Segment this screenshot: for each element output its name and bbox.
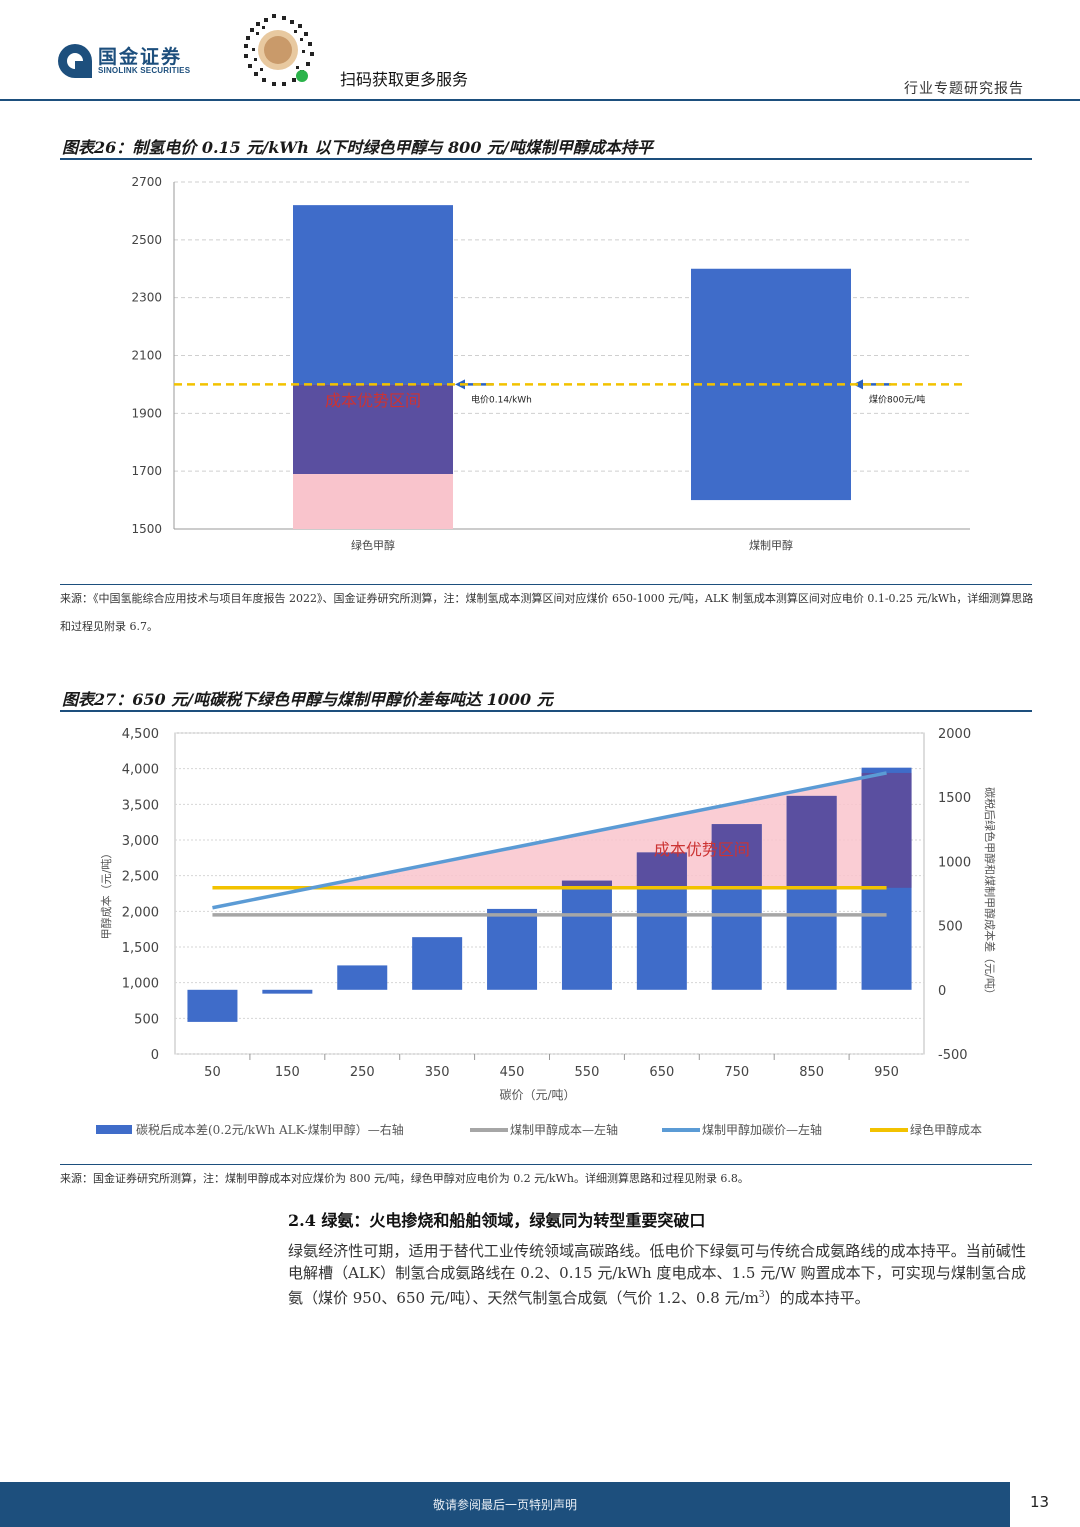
y-tick-label: 1900 bbox=[131, 406, 162, 420]
figure-27-source-rule bbox=[60, 1164, 1032, 1165]
x-axis-title: 碳价（元/吨） bbox=[499, 1088, 575, 1102]
y-right-tick-label: 500 bbox=[938, 920, 963, 935]
page-header: 国金证券 SINOLINK SECURITIES 扫码获取更多服务 行业专题研究… bbox=[0, 0, 1080, 102]
annotation-label: 电价0.14/kWh bbox=[471, 393, 532, 405]
y-tick-label: 2300 bbox=[131, 291, 162, 305]
y-left-tick-label: 1,500 bbox=[122, 941, 159, 956]
scan-prompt: 扫码获取更多服务 bbox=[340, 70, 469, 89]
x-tick-label: 煤制甲醇 bbox=[749, 538, 793, 552]
x-tick-label: 250 bbox=[350, 1065, 375, 1080]
y-tick-label: 2100 bbox=[131, 349, 162, 363]
advantage-zone-label: 成本优势区间 bbox=[325, 391, 421, 410]
y-left-tick-label: 4,500 bbox=[122, 727, 159, 742]
figure-27-title: 图表27：650 元/吨碳税下绿色甲醇与煤制甲醇价差每吨达 1000 元 bbox=[62, 690, 553, 709]
annotation-label: 煤价800元/吨 bbox=[869, 393, 925, 405]
bar-cost-diff bbox=[412, 937, 463, 990]
bar-cost-diff bbox=[262, 989, 313, 994]
x-tick-label: 50 bbox=[204, 1065, 221, 1080]
x-tick-label: 150 bbox=[275, 1065, 300, 1080]
y-tick-label: 2700 bbox=[131, 175, 162, 189]
advantage-zone-band bbox=[293, 474, 453, 529]
y-tick-label: 1500 bbox=[131, 522, 162, 536]
company-logo: 国金证券 SINOLINK SECURITIES bbox=[58, 42, 218, 82]
page-number: 13 bbox=[1030, 1493, 1050, 1511]
y-left-tick-label: 500 bbox=[134, 1012, 159, 1027]
y-right-tick-label: 2000 bbox=[938, 727, 971, 742]
x-tick-label: 450 bbox=[500, 1065, 525, 1080]
bar-green-methanol-upper bbox=[293, 205, 453, 385]
footer-disclaimer-link[interactable]: 敬请参阅最后一页特别声明 bbox=[432, 1498, 577, 1512]
figure-27-title-rule bbox=[60, 710, 1032, 712]
legend-label: 绿色甲醇成本 bbox=[910, 1122, 982, 1137]
bar-green-methanol-overlap bbox=[293, 384, 453, 475]
legend-label: 煤制甲醇成本—左轴 bbox=[510, 1122, 618, 1137]
x-tick-label: 750 bbox=[724, 1065, 749, 1080]
y-right-tick-label: 1500 bbox=[938, 791, 971, 806]
y-left-tick-label: 1,000 bbox=[122, 977, 159, 992]
y-left-tick-label: 2,500 bbox=[122, 870, 159, 885]
y-left-tick-label: 4,000 bbox=[122, 763, 159, 778]
figure-27-chart: 05001,0001,5002,0002,5003,0003,5004,0004… bbox=[96, 727, 997, 1137]
y-left-tick-label: 3,500 bbox=[122, 798, 159, 813]
x-tick-label: 550 bbox=[575, 1065, 600, 1080]
y-right-tick-label: -500 bbox=[938, 1048, 968, 1063]
paragraph-text: 绿氨经济性可期，适用于替代工业传统领域高碳路线。低电价下绿氨可与传统合成氨路线的… bbox=[288, 1242, 1026, 1307]
y-right-tick-label: 1000 bbox=[938, 855, 971, 870]
y-left-tick-label: 0 bbox=[151, 1048, 159, 1063]
logo-text-cn: 国金证券 bbox=[98, 46, 183, 68]
logo-text-en: SINOLINK SECURITIES bbox=[98, 66, 191, 75]
figure-27-source: 来源：国金证券研究所测算，注：煤制甲醇成本对应煤价为 800 元/吨，绿色甲醇对… bbox=[60, 1172, 749, 1185]
legend-label: 碳税后成本差(0.2元/kWh ALK-煤制甲醇）—右轴 bbox=[136, 1122, 404, 1137]
y-right-tick-label: 0 bbox=[938, 984, 946, 999]
figure-26-title-rule bbox=[60, 158, 1032, 160]
line-coal-carbon bbox=[212, 771, 887, 910]
y-left-axis-title: 甲醇成本（元/吨） bbox=[99, 848, 113, 940]
bar-overlap bbox=[711, 824, 762, 888]
paragraph-superscript: 3 bbox=[758, 1290, 765, 1300]
x-tick-label: 850 bbox=[799, 1065, 824, 1080]
advantage-zone-label: 成本优势区间 bbox=[654, 840, 750, 859]
paragraph-text-end: ）的成本持平。 bbox=[764, 1289, 870, 1307]
y-right-axis-title: 碳税后绿色甲醇和煤制甲醇成本差（元/吨） bbox=[983, 787, 997, 1000]
section-paragraph: 绿氨经济性可期，适用于替代工业传统领域高碳路线。低电价下绿氨可与传统合成氨路线的… bbox=[288, 1240, 1026, 1309]
y-tick-label: 2500 bbox=[131, 233, 162, 247]
qr-code-icon[interactable] bbox=[236, 8, 320, 92]
header-divider bbox=[0, 99, 1080, 101]
bar-overlap bbox=[561, 880, 612, 888]
figure-26-title: 图表26：制氢电价 0.15 元/kWh 以下时绿色甲醇与 800 元/吨煤制甲… bbox=[62, 138, 653, 157]
report-type-label: 行业专题研究报告 bbox=[904, 81, 1024, 97]
legend-label: 煤制甲醇加碳价—左轴 bbox=[702, 1122, 822, 1137]
y-left-tick-label: 2,000 bbox=[122, 905, 159, 920]
y-tick-label: 1700 bbox=[131, 464, 162, 478]
section-heading: 2.4 绿氨：火电掺烧和船舶领域，绿氨同为转型重要突破口 bbox=[288, 1211, 706, 1230]
x-tick-label: 950 bbox=[874, 1065, 899, 1080]
x-tick-label: 绿色甲醇 bbox=[351, 538, 395, 552]
figure-26-source: 来源：《中国氢能综合应用技术与项目年度报告 2022》、国金证券研究所测算，注：… bbox=[60, 592, 1034, 633]
bar-cost-diff bbox=[487, 908, 538, 990]
x-tick-label: 650 bbox=[649, 1065, 674, 1080]
logo-mark-icon bbox=[58, 44, 92, 78]
figure-26-source-rule bbox=[60, 584, 1032, 585]
x-tick-label: 350 bbox=[425, 1065, 450, 1080]
y-left-tick-label: 3,000 bbox=[122, 834, 159, 849]
page-footer: 敬请参阅最后一页特别声明 13 bbox=[0, 1478, 1080, 1527]
bar-overlap bbox=[636, 852, 687, 888]
footer-band bbox=[0, 1482, 1010, 1527]
bar-cost-diff bbox=[337, 965, 388, 990]
bar-cost-diff bbox=[187, 989, 238, 1022]
legend-swatch bbox=[96, 1125, 132, 1134]
bar-cost-diff bbox=[561, 880, 612, 990]
bar-overlap bbox=[861, 772, 912, 888]
bar-overlap bbox=[786, 795, 837, 888]
